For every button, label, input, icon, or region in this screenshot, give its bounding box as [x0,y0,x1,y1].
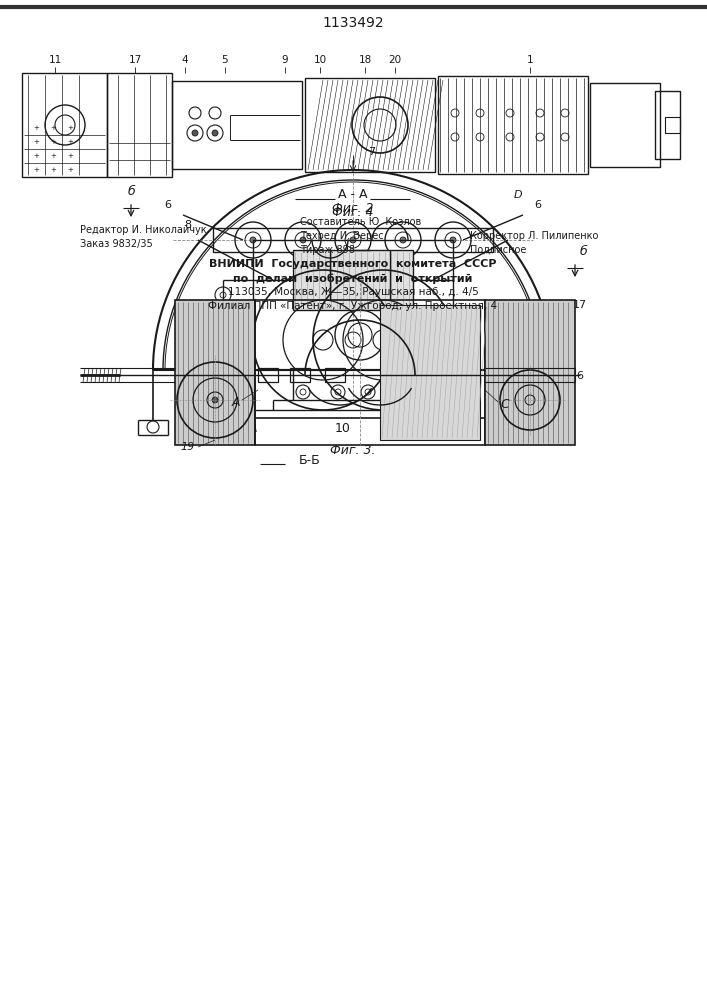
Text: +: + [50,167,56,173]
Text: Фиг. 3.: Фиг. 3. [330,444,375,456]
Bar [255,300,485,445]
Text: 5: 5 [222,55,228,65]
Text: +: + [50,139,56,145]
Text: D: D [514,190,522,200]
Text: ВНИИПИ  Государственного  комитета  СССР: ВНИИПИ Государственного комитета СССР [209,259,497,269]
Circle shape [250,237,256,243]
Text: 10: 10 [335,422,351,435]
Bar [22,73,107,177]
Circle shape [300,237,306,243]
Text: 8: 8 [185,220,192,230]
Text: 18: 18 [358,55,372,65]
Text: Техред И. Верес: Техред И. Верес [300,231,384,241]
Text: B: B [389,422,397,435]
Text: Тираж 898: Тираж 898 [300,245,355,255]
Text: б: б [580,245,588,258]
Text: +: + [67,125,73,131]
Text: 113035, Москва, Ж—35, Раушская наб., д. 4/5: 113035, Москва, Ж—35, Раушская наб., д. … [228,287,479,297]
Text: 7: 7 [368,147,375,157]
Bar [258,368,278,382]
Circle shape [400,237,406,243]
Text: +: + [33,153,39,159]
Bar [665,117,680,133]
Text: Заказ 9832/35: Заказ 9832/35 [80,239,153,249]
Text: 20: 20 [388,55,402,65]
Text: Редактор И. Николайчук: Редактор И. Николайчук [80,225,206,235]
Bar [305,78,435,172]
Circle shape [450,237,456,243]
Text: C: C [500,397,509,410]
Text: по  делам  изобретений  и  открытий: по делам изобретений и открытий [233,273,473,284]
Bar [213,228,493,252]
Text: 1: 1 [527,55,533,65]
Bar [290,368,310,382]
Bar [485,300,575,445]
Text: 11: 11 [48,55,62,65]
Text: +: + [67,153,73,159]
Text: Составитель Ю. Козлов: Составитель Ю. Козлов [300,217,421,227]
Text: 17: 17 [573,300,587,310]
Bar [175,300,255,445]
Bar [655,91,680,159]
Text: C: C [438,422,448,435]
Text: 9: 9 [281,55,288,65]
Text: Подписное: Подписное [470,245,527,255]
Text: 17: 17 [129,55,141,65]
Text: 10: 10 [313,55,327,65]
Text: +: + [33,167,39,173]
Text: Филиал ППП «Патент», г. Ужгород, ул. Проектная, 4: Филиал ППП «Патент», г. Ужгород, ул. Про… [209,301,498,311]
Text: 6: 6 [534,200,542,210]
Text: Фиг. 2: Фиг. 2 [332,202,374,216]
Text: 6: 6 [165,200,172,210]
Text: +: + [33,139,39,145]
Text: Фиг. 4: Фиг. 4 [332,206,374,219]
Bar [590,83,660,167]
Text: +: + [67,139,73,145]
Text: 4: 4 [182,55,188,65]
Bar [325,368,345,382]
Text: Б-Б: Б-Б [299,454,321,466]
Circle shape [212,397,218,403]
Text: 19: 19 [181,442,195,452]
Bar [253,240,453,280]
Text: 1133492: 1133492 [322,16,384,30]
Text: 6: 6 [576,371,583,381]
Text: +: + [33,125,39,131]
Text: A - A: A - A [338,188,368,202]
Bar [293,250,413,310]
Text: Корректор Л. Пилипенко: Корректор Л. Пилипенко [470,231,598,241]
Bar [380,305,480,440]
Text: A: A [231,395,240,408]
Text: +: + [67,167,73,173]
Text: A: A [249,422,257,435]
Bar [107,73,172,177]
Circle shape [192,130,198,136]
Text: б: б [127,185,135,198]
Circle shape [212,130,218,136]
Bar [438,76,588,174]
Circle shape [350,237,356,243]
Text: +: + [50,125,56,131]
Bar [172,81,302,169]
Text: +: + [50,153,56,159]
